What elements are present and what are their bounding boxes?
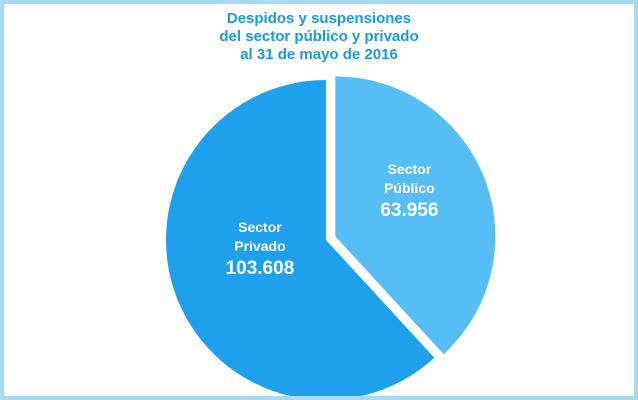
pie-area	[166, 76, 496, 396]
chart-title: del sector público y privado	[219, 28, 419, 45]
pie-slice	[166, 80, 435, 396]
slice-label: Sector Privado 103.608	[215, 218, 305, 280]
value-label: 103.608	[225, 258, 295, 280]
chart-title: al 31 de mayo de 2016	[240, 46, 398, 63]
category-label: Sector Público	[384, 161, 435, 197]
slice-label: Sector Público 63.956	[364, 160, 454, 222]
chart-title: Despidos y suspensiones	[226, 10, 412, 27]
category-label: Sector Privado	[234, 219, 286, 255]
value-label: 63.956	[380, 200, 439, 222]
pie-slice	[335, 76, 496, 355]
